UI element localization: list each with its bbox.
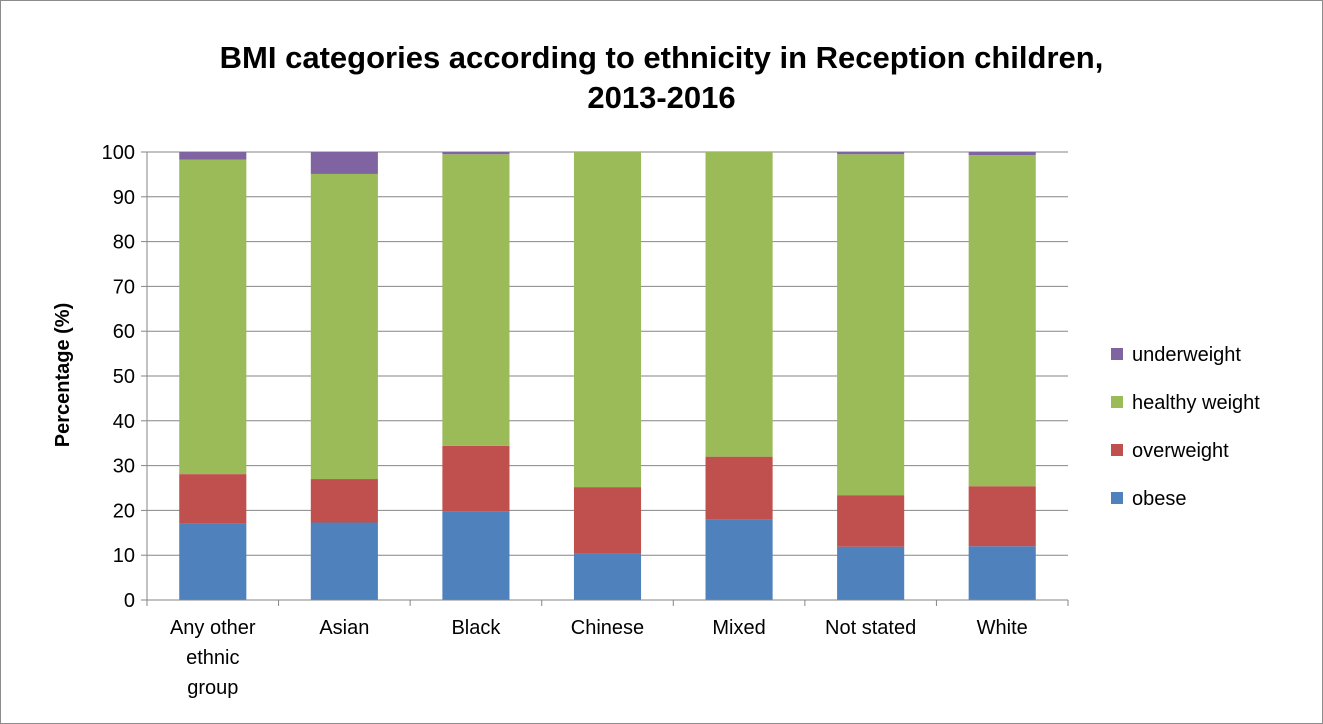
y-tick-labels: 0 10 20 30 40 50 60 70 80 90 100 [102,142,135,612]
y-tick-label: 40 [113,411,135,433]
x-tick-label: Mixed [712,617,765,639]
bars [179,152,1036,600]
legend: underweight healthy weight overweight obese [1111,344,1260,510]
bar-segment-underweight [837,152,905,155]
y-axis-title: Percentage (%) [52,303,74,448]
y-tick-label: 50 [113,366,135,388]
bar-segment-underweight [442,152,510,155]
bar-segment-overweight [310,479,378,523]
bar-segment-underweight [310,152,378,174]
legend-label-healthy-weight: healthy weight [1132,392,1260,414]
legend-label-underweight: underweight [1132,344,1241,366]
bar-segment-overweight [837,495,905,547]
legend-label-overweight: overweight [1132,440,1229,462]
axes [141,151,1069,606]
chart-title-line-1: BMI categories according to ethnicity in… [219,40,1104,75]
bar-segment-healthy-weight [442,154,510,446]
legend-swatch-healthy-weight [1111,396,1123,408]
x-tick-label: Chinese [571,617,644,639]
y-tick-label: 100 [102,142,135,164]
x-tick-label: group [187,677,238,699]
bar-segment-healthy-weight [310,173,378,480]
y-tick-label: 0 [124,590,135,612]
y-tick-label: 70 [113,276,135,298]
chart-title-line-2: 2013-2016 [587,80,736,115]
bar-segment-overweight [442,445,510,512]
y-tick-label: 10 [113,545,135,567]
y-tick-label: 20 [113,500,135,522]
y-tick-label: 80 [113,232,135,254]
x-tick-labels: Any other ethnic group Asian Black Chinese Mix… [170,617,1028,699]
x-tick-label: ethnic [186,647,239,669]
bar-segment-overweight [573,487,642,554]
x-tick-label: White [977,617,1028,639]
x-tick-label: Black [451,617,501,639]
bar-segment-overweight [179,474,247,524]
legend-label-obese: obese [1132,488,1187,510]
bar-segment-overweight [968,486,1036,547]
bar-segment-obese [179,523,247,600]
chart-title: BMI categories according to ethnicity in… [0,38,1323,118]
bar-segment-overweight [705,456,773,520]
bar-segment-obese [573,553,642,600]
bar-segment-healthy-weight [573,152,642,488]
bar-segment-healthy-weight [837,154,905,496]
bar-segment-obese [705,519,773,600]
legend-swatch-overweight [1111,444,1123,456]
y-tick-label: 90 [113,187,135,209]
y-tick-label: 30 [113,456,135,478]
bar-segment-underweight [179,152,247,160]
y-tick-label: 60 [113,321,135,343]
bar-segment-healthy-weight [705,152,773,457]
bar-segment-obese [442,511,510,600]
x-tick-label: Not stated [825,617,916,639]
bar-segment-obese [837,546,905,600]
bar-segment-underweight [968,152,1036,156]
x-tick-label: Asian [319,617,369,639]
bar-segment-healthy-weight [179,159,247,475]
legend-swatch-obese [1111,492,1123,504]
bar-segment-obese [310,522,378,600]
x-tick-label: Any other [170,617,256,639]
legend-swatch-underweight [1111,348,1123,360]
bar-segment-obese [968,546,1036,600]
bar-segment-healthy-weight [968,155,1036,487]
